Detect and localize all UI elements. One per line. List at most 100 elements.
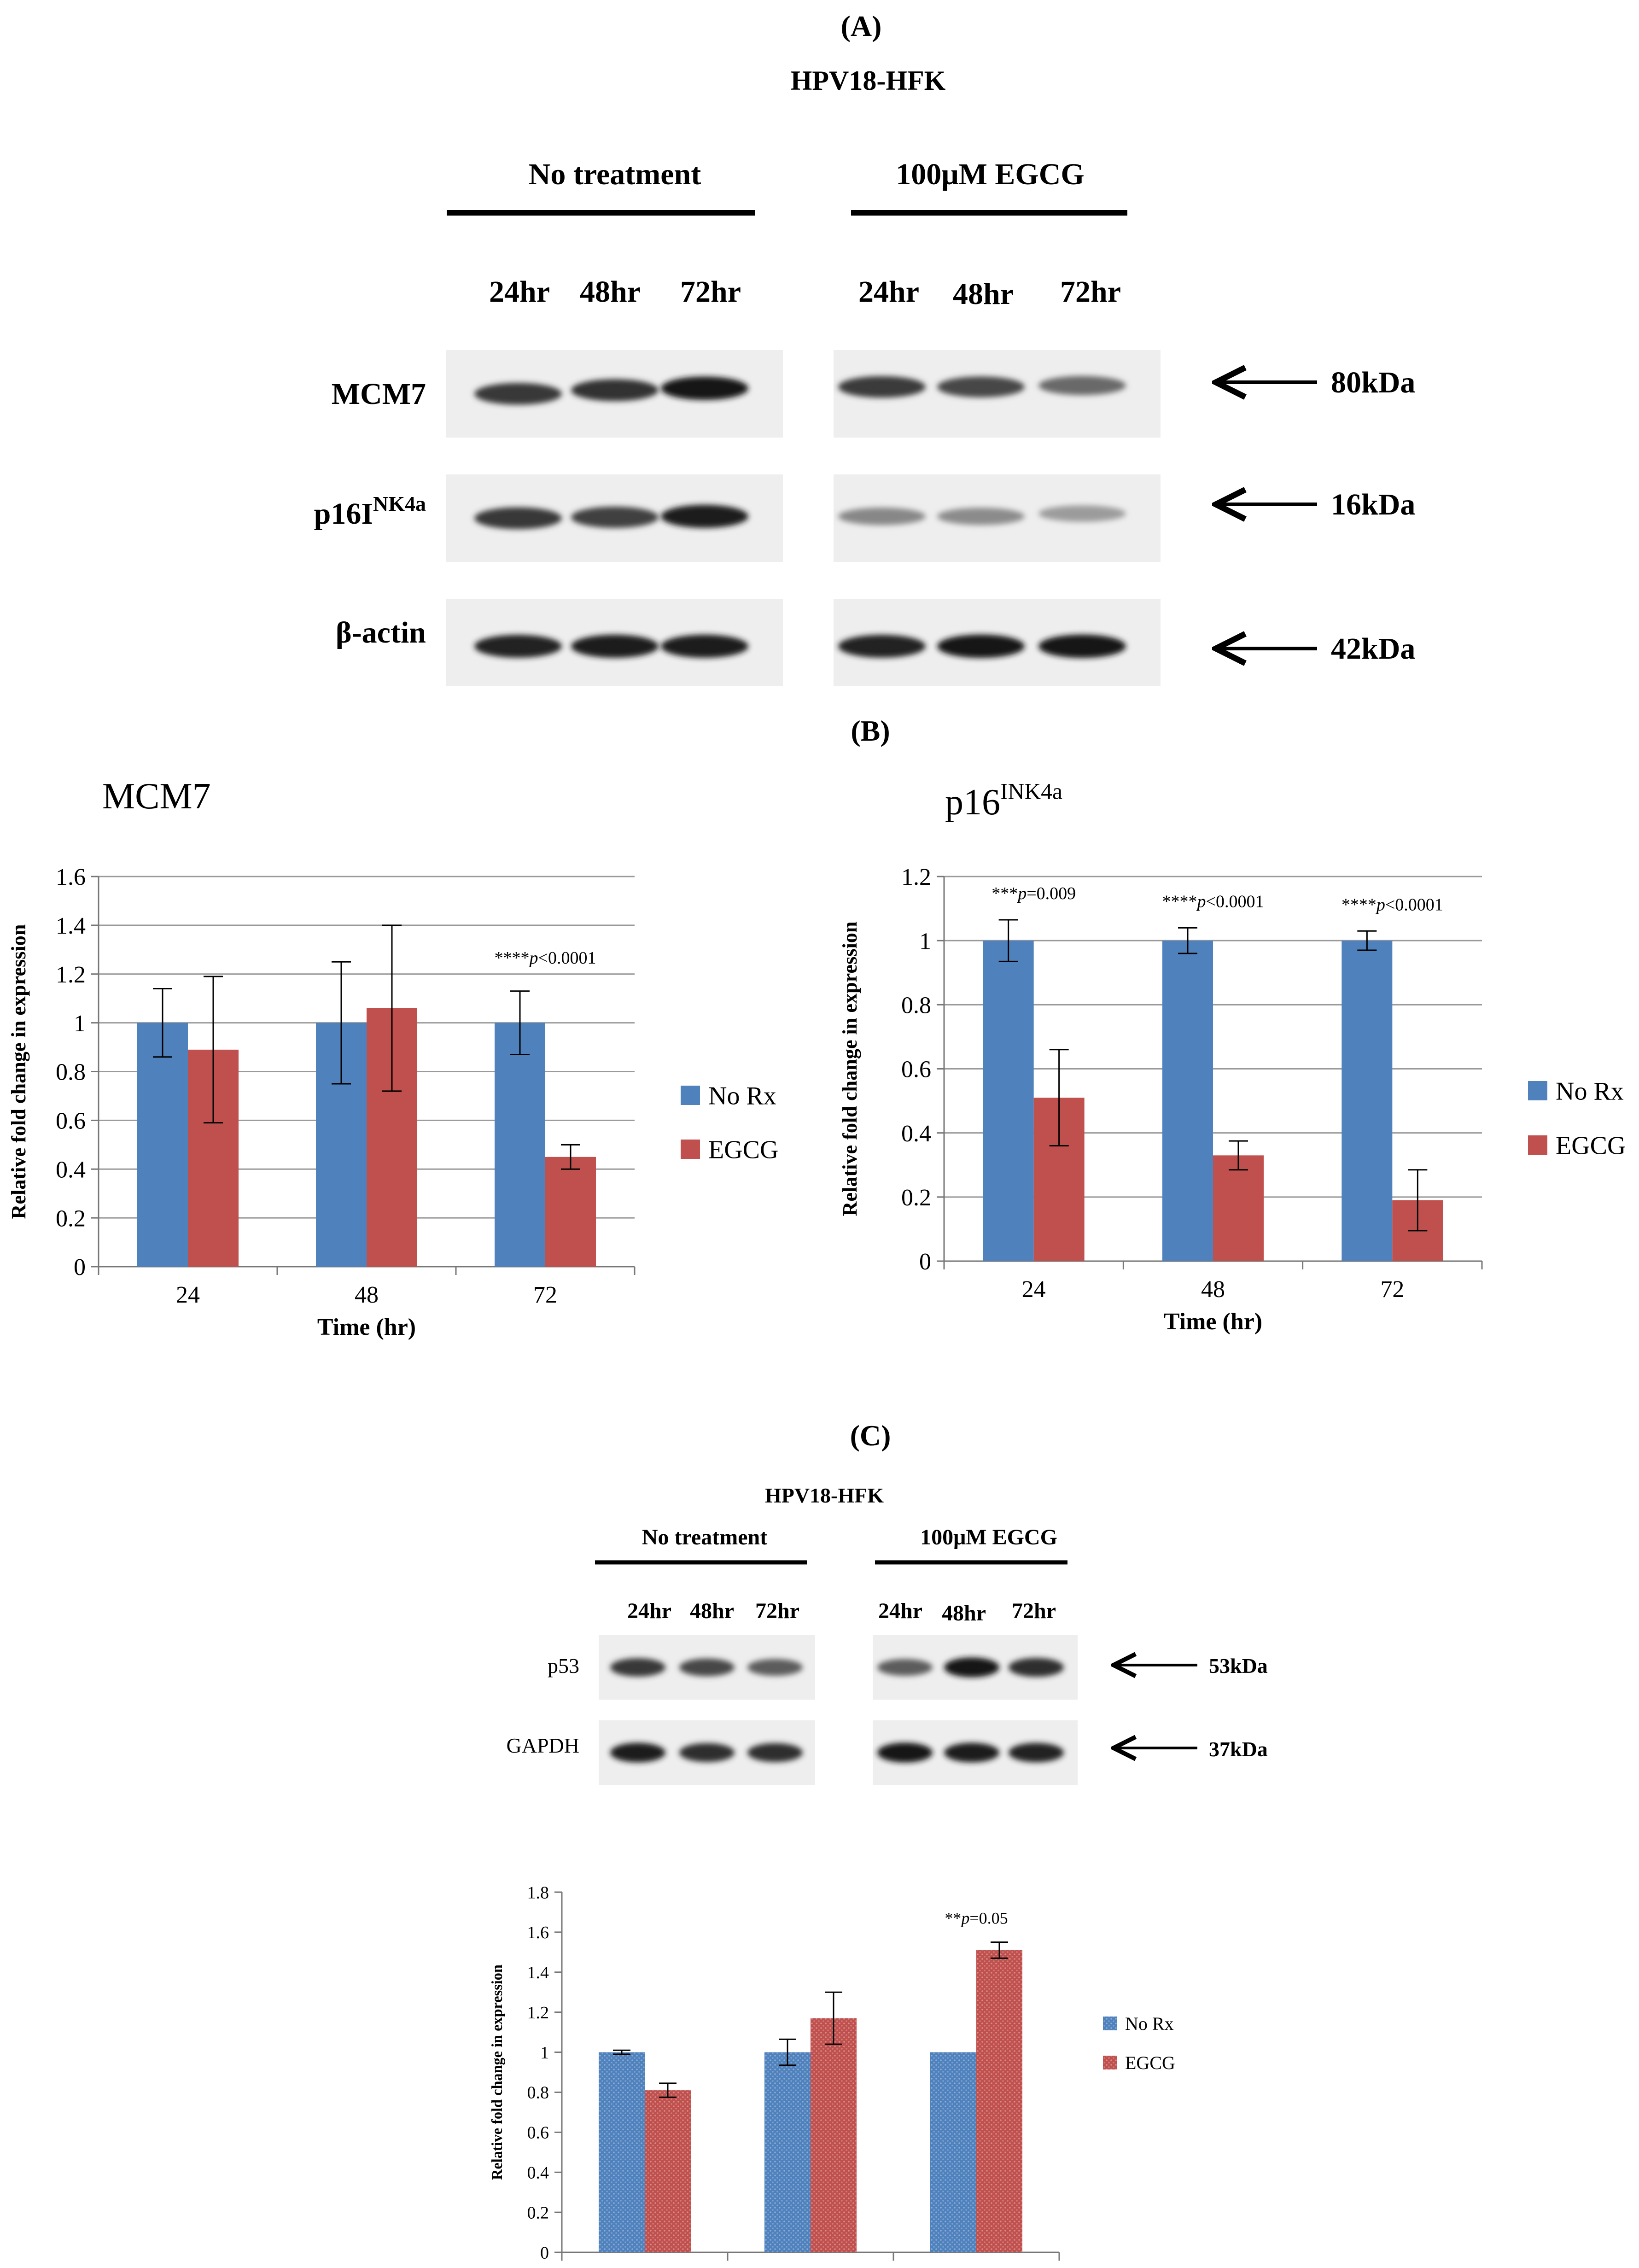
x-tick-label: 72 — [533, 1282, 557, 1308]
blot-band — [661, 634, 748, 658]
y-tick-label: 1.8 — [527, 1883, 549, 1902]
y-tick-label: 1.2 — [56, 962, 86, 988]
blot-c-lane-label: 72hr — [1012, 1599, 1056, 1623]
blot-c-row-label-gapdh: GAPDH — [507, 1734, 579, 1757]
blot-a-row-label-actin: β-actin — [336, 616, 426, 649]
blot-c-lane-label: 24hr — [878, 1599, 922, 1623]
blot-band — [877, 1659, 933, 1676]
y-tick-label: 0.6 — [56, 1108, 86, 1134]
blot-band — [1038, 376, 1126, 395]
bar-texture — [599, 2052, 645, 2252]
blot-band — [937, 508, 1025, 525]
legend-swatch — [681, 1140, 700, 1159]
legend-swatch-texture — [1103, 2056, 1117, 2069]
y-tick-label: 1.2 — [901, 864, 931, 890]
blot-band — [679, 1743, 735, 1762]
y-tick-label: 0 — [74, 1254, 86, 1280]
y-tick-label: 1.6 — [56, 864, 86, 890]
y-tick-label: 0 — [540, 2243, 549, 2262]
blot-band — [610, 1658, 665, 1677]
blot-band — [838, 376, 926, 398]
legend-swatch-texture — [1103, 2017, 1117, 2030]
blot-a-size-mcm7: 80kDa — [1331, 366, 1415, 399]
y-tick-label: 0.8 — [56, 1059, 86, 1086]
blot-band — [1038, 505, 1126, 522]
y-tick-label: 0.4 — [56, 1157, 86, 1183]
bar — [137, 1023, 188, 1267]
y-tick-label: 0.8 — [527, 2083, 549, 2103]
blot-a-title: HPV18-HFK — [791, 65, 946, 96]
y-tick-label: 1 — [74, 1011, 86, 1037]
blot-band — [944, 1742, 999, 1763]
x-tick-label: 24hrs — [625, 2263, 664, 2266]
y-tick-label: 0.4 — [901, 1121, 931, 1147]
bar — [983, 941, 1034, 1261]
blot-band — [474, 507, 562, 529]
y-tick-label: 1.2 — [527, 2003, 549, 2022]
bar-chart-mcm7: MCM7 0 0.2 0.4 0.6 0.8 1 1.2 1.4 1.6 24 48 72 ****p<0… — [7, 776, 778, 1340]
blot-c-title: HPV18-HFK — [765, 1484, 884, 1507]
blot-band — [838, 635, 926, 658]
y-axis-label: Relative fold change in expression — [7, 924, 30, 1219]
blot-c-lane-label: 24hr — [627, 1599, 671, 1623]
blot-c-row-label-p53: p53 — [548, 1654, 579, 1678]
blot-a-size-actin: 42kDa — [1331, 632, 1415, 666]
blot-c-lane-label: 48hr — [690, 1599, 734, 1623]
western-blot-c: HPV18-HFK No treatment 100μM EGCG 24hr 4… — [507, 1484, 1268, 1785]
bar — [545, 1157, 596, 1267]
bar-chart-p16: p16INK4a 0 0.2 0.4 0.6 0.8 1 1.2 24 48 72 ***p=0.00… — [839, 778, 1626, 1335]
blot-a-row-label-mcm7: MCM7 — [332, 377, 426, 411]
y-tick-label: 0.6 — [527, 2123, 549, 2143]
blot-c-size-gapdh: 37kDa — [1209, 1737, 1268, 1761]
y-tick-label: 0.2 — [56, 1205, 86, 1232]
blot-c-lane-label: 48hr — [942, 1601, 986, 1625]
bar — [1213, 1155, 1264, 1261]
legend-label: No Rx — [1556, 1077, 1624, 1106]
bar-chart-p53: 0 0.2 0.4 0.6 0.8 1 1.2 1.4 1.6 1.8 24hrs 48hrs 72hr… — [489, 1883, 1175, 2268]
y-tick-label: 0.4 — [527, 2163, 549, 2183]
western-blot-a: HPV18-HFK No treatment 100μM EGCG 24hr 4… — [314, 65, 1415, 686]
blot-band — [679, 1658, 735, 1677]
blot-a-row-label-p16: p16INK4a — [314, 492, 426, 531]
y-tick-label: 0.6 — [901, 1057, 931, 1083]
blot-c-lane-label: 72hr — [755, 1599, 799, 1623]
blot-band — [747, 1659, 803, 1676]
panel-label-a: (A) — [841, 10, 882, 42]
blot-band — [661, 376, 748, 400]
blot-c-group-egcg: 100μM EGCG — [920, 1525, 1057, 1549]
legend-label: No Rx — [1125, 2013, 1174, 2034]
y-tick-label: 0.2 — [901, 1185, 931, 1211]
blot-band — [747, 1743, 803, 1762]
blot-band — [1009, 1742, 1064, 1763]
blot-band — [571, 634, 659, 658]
blot-band — [474, 383, 562, 405]
blot-a-size-p16: 16kDa — [1331, 488, 1415, 521]
x-axis-label: Time (hr) — [1164, 1309, 1262, 1335]
legend-swatch — [1528, 1081, 1547, 1100]
blot-band — [937, 634, 1025, 658]
y-tick-label: 1.6 — [527, 1923, 549, 1942]
y-tick-label: 1.4 — [527, 1963, 549, 1982]
significance-label: ****p<0.0001 — [1342, 895, 1443, 914]
x-tick-label: 48 — [1201, 1276, 1225, 1303]
chart-title: MCM7 — [102, 776, 211, 817]
x-tick-label: 72 — [1380, 1276, 1404, 1303]
blot-c-group-untreated: No treatment — [642, 1525, 767, 1549]
bar-texture — [764, 2052, 811, 2252]
bar-texture — [645, 2090, 691, 2252]
y-tick-label: 0 — [919, 1249, 931, 1275]
legend-label: EGCG — [1556, 1132, 1626, 1160]
blot-c-size-p53: 53kDa — [1209, 1654, 1268, 1678]
blot-band — [474, 635, 562, 658]
x-tick-label: 24 — [176, 1282, 200, 1308]
significance-label: ****p<0.0001 — [1162, 892, 1264, 911]
y-tick-label: 0.2 — [527, 2203, 549, 2222]
legend-label: EGCG — [1125, 2052, 1175, 2073]
blot-a-lane-label: 72hr — [1060, 275, 1121, 309]
blot-a-lane-label: 24hr — [489, 275, 550, 309]
x-axis-label: Time (hr) — [317, 1314, 416, 1340]
y-axis-label: Relative fold change in expression — [839, 922, 861, 1216]
blot-a-lane-label: 72hr — [680, 275, 741, 309]
